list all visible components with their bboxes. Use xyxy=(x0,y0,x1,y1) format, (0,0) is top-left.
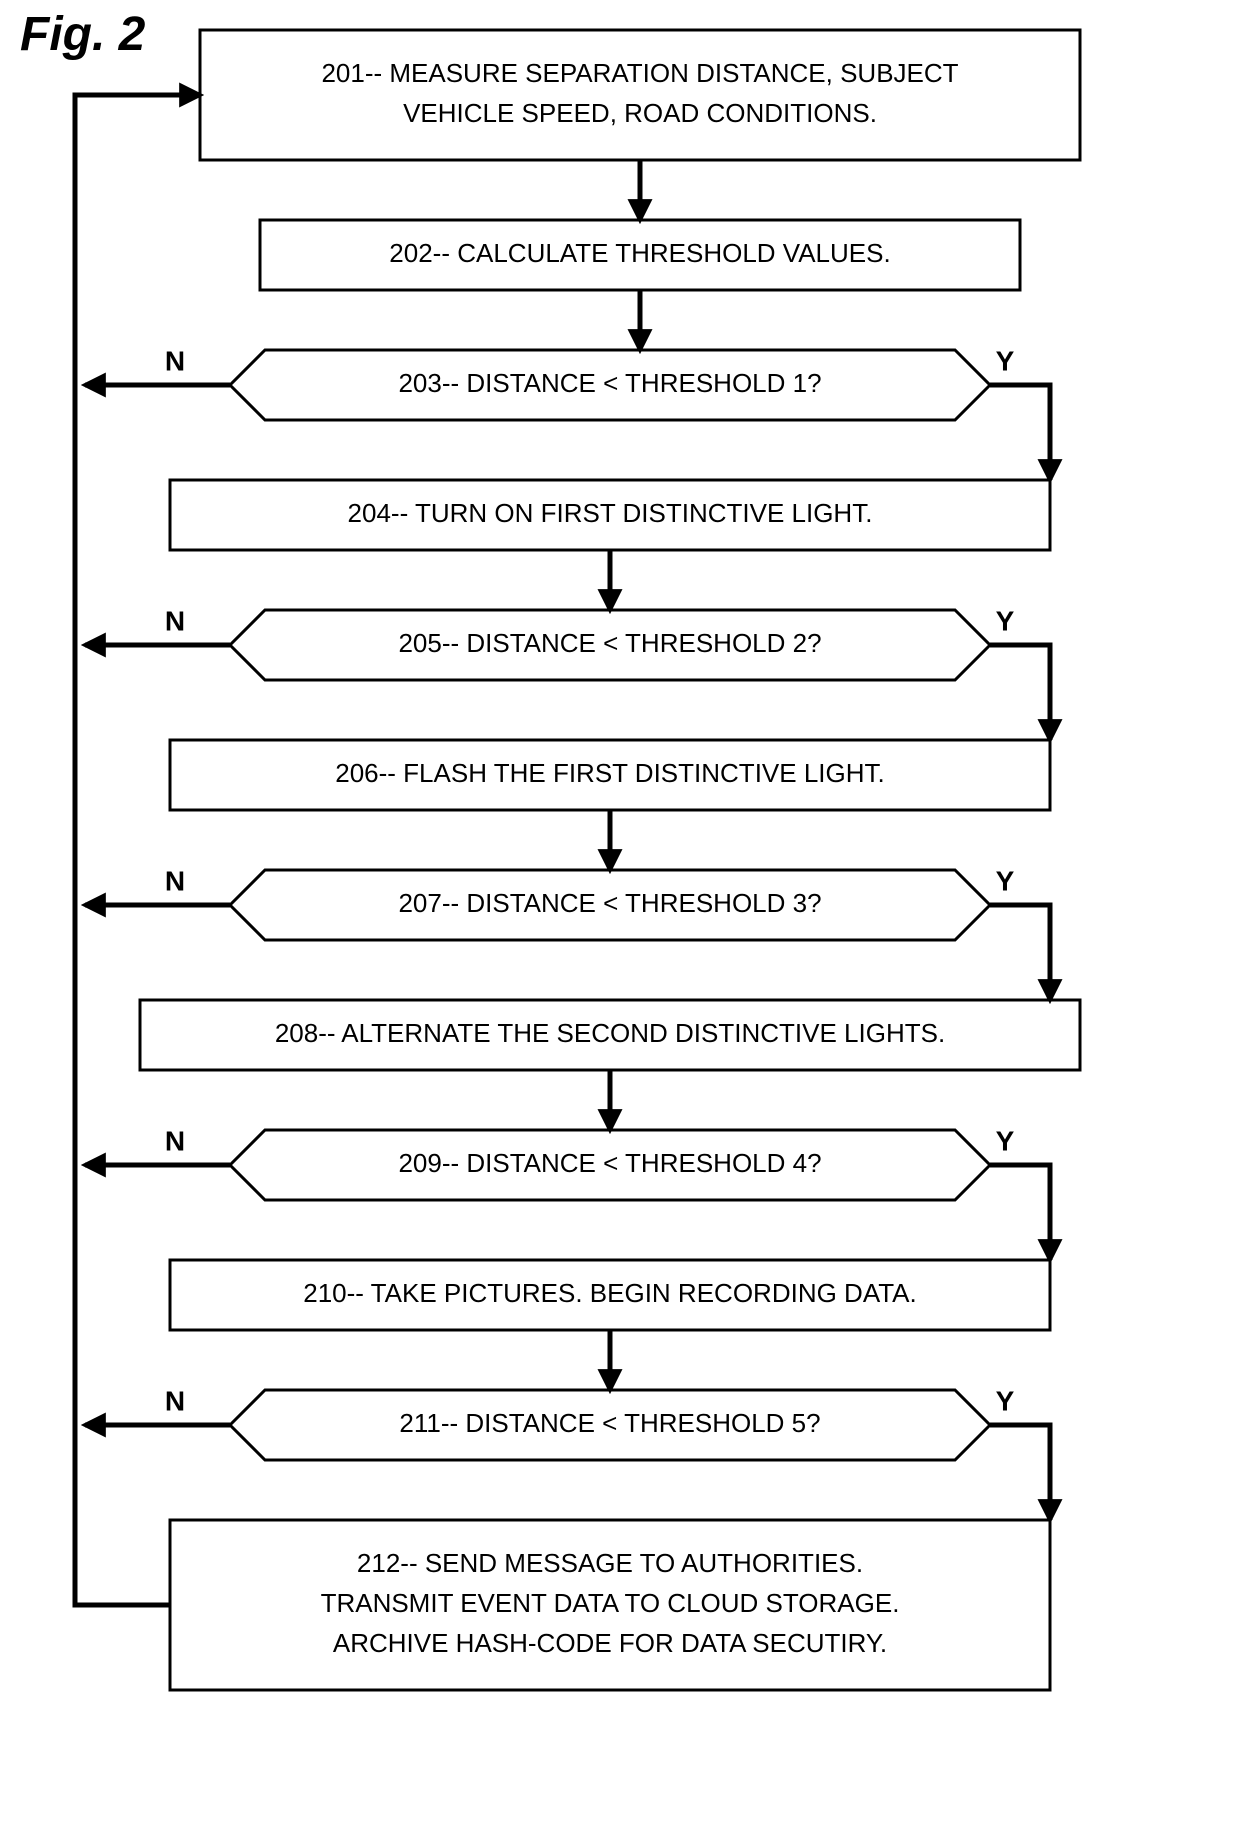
edge-211-no-label: N xyxy=(165,1385,185,1416)
node-201: 201-- MEASURE SEPARATION DISTANCE, SUBJE… xyxy=(200,30,1080,160)
node-209-text-0: 209-- DISTANCE < THRESHOLD 4? xyxy=(398,1148,821,1178)
edge-205-yes-label: Y xyxy=(996,605,1015,636)
node-207: 207-- DISTANCE < THRESHOLD 3? xyxy=(230,870,990,940)
edge-203-yes-label: Y xyxy=(996,345,1015,376)
node-212-text-0: 212-- SEND MESSAGE TO AUTHORITIES. xyxy=(357,1548,863,1578)
edge-211-yes-label: Y xyxy=(996,1385,1015,1416)
edge-207-yes-label: Y xyxy=(996,865,1015,896)
edge-207-no-label: N xyxy=(165,865,185,896)
node-208: 208-- ALTERNATE THE SECOND DISTINCTIVE L… xyxy=(140,1000,1080,1070)
node-207-text-0: 207-- DISTANCE < THRESHOLD 3? xyxy=(398,888,821,918)
node-205: 205-- DISTANCE < THRESHOLD 2? xyxy=(230,610,990,680)
node-202-text-0: 202-- CALCULATE THRESHOLD VALUES. xyxy=(389,238,890,268)
node-210-text-0: 210-- TAKE PICTURES. BEGIN RECORDING DAT… xyxy=(303,1278,917,1308)
flowchart-svg: Fig. 2 201-- MEASURE SEPARATION DISTANCE,… xyxy=(0,0,1240,1841)
figure-title: Fig. 2 xyxy=(20,8,146,61)
node-212-text-2: ARCHIVE HASH-CODE FOR DATA SECUTIRY. xyxy=(333,1628,887,1658)
node-201-text-0: 201-- MEASURE SEPARATION DISTANCE, SUBJE… xyxy=(321,58,958,88)
node-206: 206-- FLASH THE FIRST DISTINCTIVE LIGHT. xyxy=(170,740,1050,810)
node-204: 204-- TURN ON FIRST DISTINCTIVE LIGHT. xyxy=(170,480,1050,550)
edge-203-no-label: N xyxy=(165,345,185,376)
node-202: 202-- CALCULATE THRESHOLD VALUES. xyxy=(260,220,1020,290)
node-204-text-0: 204-- TURN ON FIRST DISTINCTIVE LIGHT. xyxy=(348,498,873,528)
node-212-text-1: TRANSMIT EVENT DATA TO CLOUD STORAGE. xyxy=(321,1588,900,1618)
node-209: 209-- DISTANCE < THRESHOLD 4? xyxy=(230,1130,990,1200)
node-205-text-0: 205-- DISTANCE < THRESHOLD 2? xyxy=(398,628,821,658)
edge-209-yes-label: Y xyxy=(996,1125,1015,1156)
node-206-text-0: 206-- FLASH THE FIRST DISTINCTIVE LIGHT. xyxy=(335,758,884,788)
node-208-text-0: 208-- ALTERNATE THE SECOND DISTINCTIVE L… xyxy=(275,1018,945,1048)
node-211: 211-- DISTANCE < THRESHOLD 5? xyxy=(230,1390,990,1460)
edge-205-no-label: N xyxy=(165,605,185,636)
node-211-text-0: 211-- DISTANCE < THRESHOLD 5? xyxy=(399,1408,820,1438)
edge-209-no-label: N xyxy=(165,1125,185,1156)
node-212: 212-- SEND MESSAGE TO AUTHORITIES. TRANSM… xyxy=(170,1520,1050,1690)
node-203-text-0: 203-- DISTANCE < THRESHOLD 1? xyxy=(398,368,821,398)
node-210: 210-- TAKE PICTURES. BEGIN RECORDING DAT… xyxy=(170,1260,1050,1330)
node-203: 203-- DISTANCE < THRESHOLD 1? xyxy=(230,350,990,420)
node-201-text-1: VEHICLE SPEED, ROAD CONDITIONS. xyxy=(403,98,877,128)
